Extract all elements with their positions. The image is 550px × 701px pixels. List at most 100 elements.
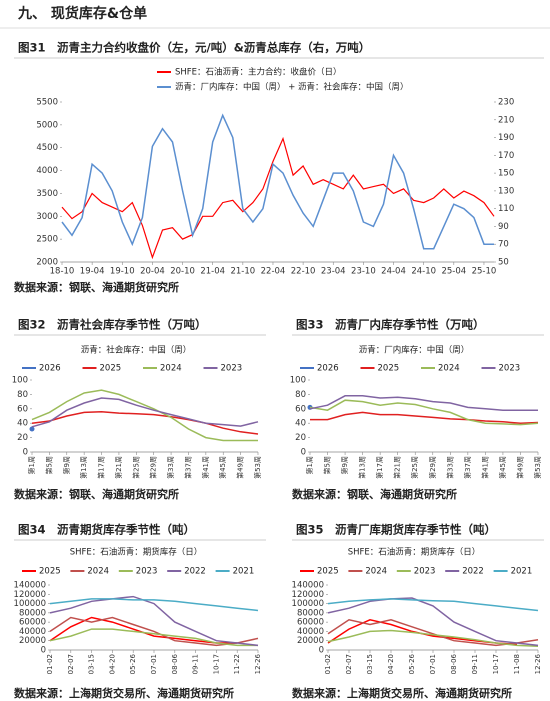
series-line [327, 618, 539, 647]
x-tick-label: 07-01 [150, 654, 158, 674]
x-tick-label: 第49周 [236, 456, 245, 479]
y-tick-label: 40000 [297, 627, 324, 637]
x-tick-label: 08-06 [450, 653, 458, 674]
figure-title: 图34 沥青期货库存季节性（吨） [18, 523, 195, 537]
y-tick-label: 80000 [19, 608, 46, 618]
figure-title: 图31 沥青主力合约收盘价（左，元/吨）&沥青总库存（右，万吨） [18, 41, 370, 55]
x-tick-label: 第9周 [340, 456, 349, 474]
y2-tick-label: 50 [498, 258, 509, 268]
x-tick-label: 10-17 [212, 654, 220, 674]
x-tick-label: 第29周 [428, 456, 437, 479]
x-tick-label: 第49周 [515, 456, 524, 479]
x-tick-label: 第5周 [44, 456, 53, 474]
legend-label: 2022 [184, 567, 206, 577]
x-tick-label: 11-22 [233, 654, 241, 674]
y-tick-label: 0 [23, 448, 28, 458]
x-tick-label: 22-10 [291, 267, 316, 277]
series-line [327, 598, 539, 612]
x-tick-label: 23-10 [351, 267, 376, 277]
y-tick-label: 120000 [292, 590, 324, 600]
legend-label: 2026 [317, 364, 339, 374]
x-tick-label: 第29周 [149, 456, 158, 479]
x-tick-label: 第25周 [410, 456, 419, 479]
y2-tick-label: 190 [498, 133, 514, 143]
y-tick-label: 120000 [14, 590, 46, 600]
y-tick-label: 80000 [297, 608, 324, 618]
y-tick-label: 140000 [14, 581, 46, 591]
y2-tick-label: 70 [498, 240, 509, 250]
x-tick-label: 09-11 [471, 654, 479, 674]
y-tick-label: 60000 [19, 618, 46, 628]
y-tick-label: 100 [290, 376, 306, 386]
y-tick-label: 0 [319, 646, 324, 656]
y-tick-label: 3500 [36, 189, 58, 199]
x-tick-label: 第53周 [253, 456, 262, 479]
series-line [49, 628, 258, 647]
x-tick-label: 21-10 [230, 267, 255, 277]
y-tick-label: 20 [17, 433, 28, 443]
y-tick-label: 20 [295, 433, 306, 443]
chart-subtitle: 沥青：厂内库存：中国（周） [359, 345, 470, 356]
point [29, 426, 35, 432]
x-tick-label: 03-15 [366, 654, 374, 674]
series-line [327, 629, 539, 648]
x-tick-label: 02-07 [345, 654, 353, 674]
legend-label: 2025 [317, 567, 339, 577]
legend-label: 2026 [39, 364, 61, 374]
y-tick-label: 140000 [292, 581, 324, 591]
source-note: 数据来源：上海期货交易所、海通期货研究所 [292, 686, 512, 700]
x-tick-label: 24-04 [381, 267, 406, 277]
x-tick-label: 19-10 [110, 267, 135, 277]
x-tick-label: 第13周 [358, 456, 367, 479]
y-tick-label: 2000 [36, 258, 58, 268]
series-line [310, 411, 539, 424]
y-tick-label: 80 [295, 390, 306, 400]
legend-label: 2023 [499, 364, 521, 374]
series-line [49, 598, 259, 612]
y2-tick-label: 110 [498, 204, 514, 214]
x-tick-label: 第1周 [27, 456, 36, 474]
legend-label: 2025 [378, 364, 400, 374]
y2-tick-label: 230 [498, 98, 514, 108]
legend-label: 2022 [462, 567, 484, 577]
y-tick-label: 5000 [36, 120, 58, 130]
x-tick-label: 第1周 [305, 456, 314, 474]
x-tick-label: 第53周 [533, 456, 542, 479]
y-tick-label: 4500 [36, 143, 58, 153]
x-tick-label: 20-10 [170, 267, 195, 277]
y-tick-label: 4000 [36, 166, 58, 176]
x-tick-label: 01-02 [46, 654, 54, 674]
x-tick-label: 12-26 [254, 653, 262, 674]
x-tick-label: 第13周 [79, 456, 88, 479]
y-tick-label: 0 [41, 646, 46, 656]
x-tick-label: 12-26 [534, 653, 542, 674]
legend-label: 2024 [87, 567, 109, 577]
x-tick-label: 第21周 [114, 456, 123, 479]
source-note: 数据来源：钢联、海通期货研究所 [14, 487, 179, 501]
x-tick-label: 25-04 [441, 267, 466, 277]
source-note: 数据来源：钢联、海通期货研究所 [14, 280, 179, 294]
y-tick-label: 5500 [36, 98, 58, 108]
legend-label: 2023 [136, 567, 158, 577]
x-tick-label: 04-20 [387, 654, 395, 674]
x-tick-label: 05-26 [129, 653, 137, 674]
y-tick-label: 60 [295, 404, 306, 414]
x-tick-label: 第45周 [498, 456, 507, 479]
y2-tick-label: 130 [498, 186, 514, 196]
legend-label: 2025 [39, 567, 61, 577]
series-line [327, 597, 539, 647]
y-tick-label: 3000 [36, 212, 58, 222]
y-tick-label: 100000 [14, 599, 46, 609]
legend-label: 沥青：厂内库存：中国（周） + 沥青：社会库存：中国（周） [175, 82, 409, 93]
legend-label: 2021 [511, 567, 533, 577]
x-tick-label: 01-02 [324, 654, 332, 674]
series-line [49, 616, 259, 647]
x-tick-label: 18-10 [50, 267, 75, 277]
y-tick-label: 40000 [19, 627, 46, 637]
chart-subtitle: SHFE：石油沥青：期货库存（日） [70, 547, 203, 558]
source-note: 数据来源：上海期货交易所、海通期货研究所 [14, 686, 234, 700]
series-line [31, 410, 259, 435]
y-tick-label: 20000 [19, 636, 46, 646]
x-tick-label: 07-01 [429, 654, 437, 674]
